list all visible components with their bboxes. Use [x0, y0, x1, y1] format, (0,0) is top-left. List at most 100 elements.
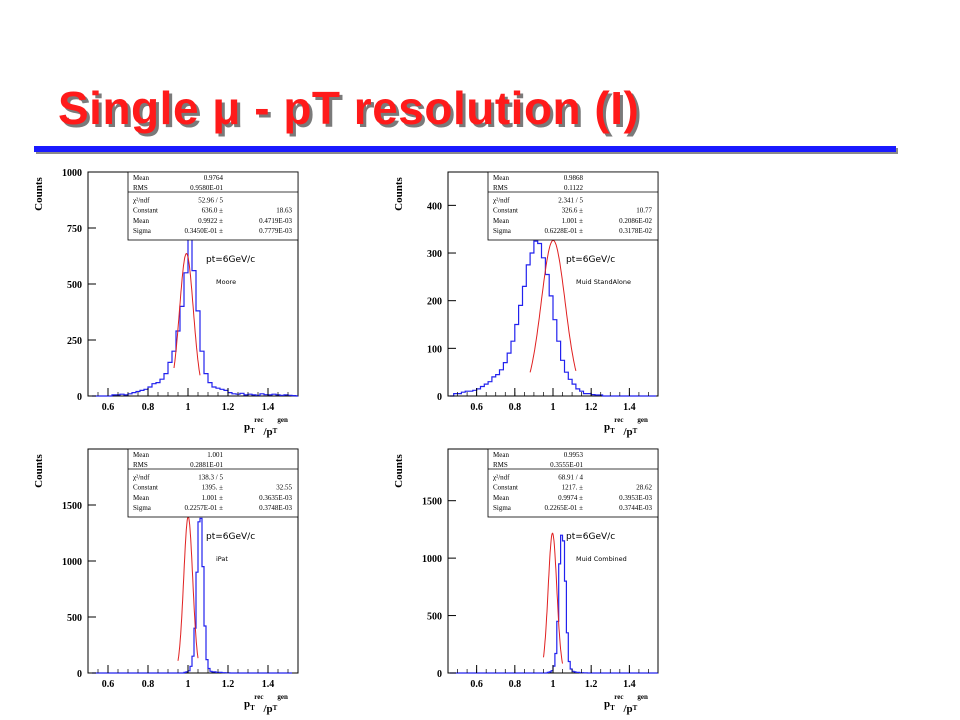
stats-error: 32.55 [276, 484, 292, 492]
stats-label: χ²/ndf [133, 473, 150, 481]
x-tick-label: 0.8 [142, 679, 155, 690]
stats-label: Mean [493, 451, 509, 459]
y-tick-label: 200 [427, 297, 442, 308]
histogram-series [92, 238, 298, 397]
histogram-panel-muid-standalone: 0.6 0.8 1 1.2 1.4 0 100 200 300 400 Counts pTrec/pT… [390, 166, 690, 438]
stats-value: 1.001 [207, 451, 223, 459]
x-tick-label: 1.2 [585, 679, 598, 690]
stats-error: 0.3178E-02 [619, 227, 652, 235]
y-tick-label: 0 [77, 392, 82, 403]
stats-label: χ²/ndf [493, 196, 510, 204]
x-tick-label: 0.8 [509, 402, 522, 413]
x-axis-label: pTrec/pTgen [604, 416, 648, 438]
stats-label: Constant [133, 207, 158, 215]
y-axis-label: Counts [33, 176, 45, 210]
stats-error: 0.2086E-02 [619, 217, 652, 225]
annotation-momentum: pt=6GeV/c [566, 255, 615, 265]
histogram-series [449, 240, 657, 397]
stats-value: 0.3450E-01 ± [185, 227, 224, 235]
y-tick-label: 1000 [62, 168, 82, 179]
histogram-series [92, 517, 292, 674]
stats-value: 0.9868 [564, 174, 584, 182]
x-axis-label: pTrec/pTgen [244, 693, 288, 715]
x-tick-label: 1 [186, 679, 191, 690]
y-tick-label: 1000 [62, 557, 82, 568]
gaussian-fit-curve [173, 253, 201, 376]
x-axis-label-part: /p [262, 426, 272, 438]
stats-value: 0.2881E-01 [190, 461, 223, 469]
histogram-panel-moore: 0.6 0.8 1 1.2 1.4 0 250 500 750 1000 Counts pTrec/p… [30, 166, 330, 438]
stats-label: RMS [133, 461, 148, 469]
stats-value: 52.96 / 5 [198, 196, 223, 204]
annotation-algorithm: Muid Combined [576, 555, 627, 563]
x-tick-label: 1 [551, 679, 556, 690]
stats-error: 0.4719E-03 [259, 217, 292, 225]
annotation-momentum: pt=6GeV/c [566, 532, 615, 542]
x-axis-label-part: /p [262, 703, 272, 715]
y-tick-label: 500 [67, 280, 82, 291]
histogram-panel-muid-combined: 0.6 0.8 1 1.2 1.4 0 500 1000 1500 Counts pTrec/pTg… [390, 443, 690, 715]
x-axis-label: pTrec/pTgen [604, 693, 648, 715]
stats-error: 0.7779E-03 [259, 227, 292, 235]
histogram-chart: 0.6 0.8 1 1.2 1.4050010001500CountspTrec/pTg… [393, 448, 659, 715]
y-tick-label: 250 [67, 336, 82, 347]
x-tick-label: 0.6 [470, 402, 483, 413]
x-tick-label: 1 [551, 402, 556, 413]
stats-label: χ²/ndf [133, 196, 150, 204]
stats-value: 1.001 ± [562, 217, 584, 225]
stats-error: 18.63 [276, 207, 292, 215]
stats-value: 0.2265E-01 ± [545, 504, 584, 512]
stats-error: 0.3953E-03 [619, 494, 652, 502]
annotation-algorithm: Muid StandAlone [576, 278, 631, 286]
stats-label: Mean [133, 494, 149, 502]
x-axis-label-part: gen [277, 416, 288, 424]
stats-label: Mean [133, 217, 149, 225]
slide-title: Single μ - pT resolution (I) [58, 82, 640, 134]
y-tick-label: 300 [427, 249, 442, 260]
x-tick-label: 1.4 [262, 679, 275, 690]
stats-label: Sigma [493, 504, 512, 512]
stats-error: 0.3744E-03 [619, 504, 652, 512]
x-tick-label: 0.8 [142, 402, 155, 413]
y-tick-label: 0 [437, 669, 442, 680]
stats-label: Mean [493, 494, 509, 502]
x-axis-label-part: rec [614, 693, 623, 701]
y-axis-label: Counts [393, 453, 405, 487]
stats-label: Mean [493, 217, 509, 225]
stats-label: Mean [133, 451, 149, 459]
x-axis-label-part: p [244, 421, 250, 433]
stats-value: 0.9764 [204, 174, 224, 182]
annotation-algorithm: Moore [216, 278, 236, 286]
x-tick-label: 0.6 [470, 679, 483, 690]
stats-value: 138.3 / 5 [198, 473, 223, 481]
stats-value: 0.9580E-01 [190, 184, 223, 192]
x-tick-label: 1.4 [623, 679, 636, 690]
y-tick-label: 1500 [62, 501, 82, 512]
x-axis-label-part: gen [637, 416, 648, 424]
stats-value: 0.6228E-01 ± [545, 227, 584, 235]
stats-value: 2.341 / 5 [558, 196, 583, 204]
stats-error: 28.62 [636, 484, 652, 492]
y-tick-label: 400 [427, 201, 442, 212]
x-tick-label: 1.2 [585, 402, 598, 413]
stats-value: 68.91 / 4 [558, 473, 583, 481]
x-axis-label-part: p [604, 698, 610, 710]
stats-value: 0.9953 [564, 451, 584, 459]
x-axis-label-part: T [273, 427, 278, 435]
stats-value: 0.3555E-01 [550, 461, 583, 469]
stats-label: χ²/ndf [493, 473, 510, 481]
y-tick-label: 0 [77, 669, 82, 680]
x-axis-label-part: rec [614, 416, 623, 424]
stats-box [487, 171, 659, 241]
x-axis-label-part: T [250, 427, 255, 435]
stats-label: Constant [493, 207, 518, 215]
y-tick-label: 750 [67, 224, 82, 235]
x-axis-label-part: T [273, 704, 278, 712]
x-tick-label: 1.4 [623, 402, 636, 413]
stats-value: 1395. ± [202, 484, 224, 492]
x-axis-label-part: T [610, 427, 615, 435]
stats-label: Sigma [133, 504, 152, 512]
histogram-chart: 0.6 0.8 1 1.2 1.402505007501000CountspTrec/p… [33, 168, 299, 438]
histogram-panel-ipat: 0.6 0.8 1 1.2 1.4 0 500 1000 1500 Counts pTrec/pTg… [30, 443, 330, 715]
stats-value: 0.9974 ± [558, 494, 583, 502]
